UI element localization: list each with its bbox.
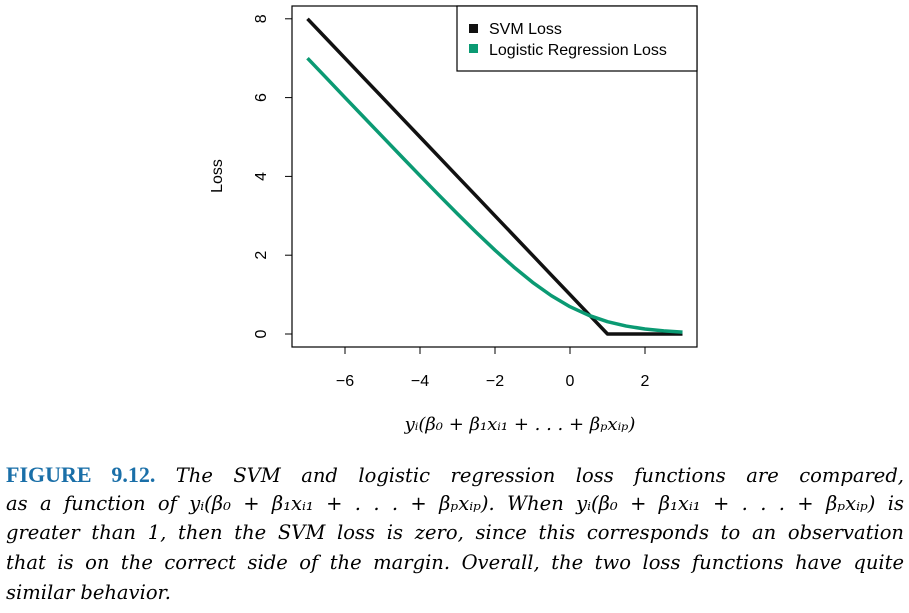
- x-axis-label: yᵢ(β₀ + β₁xᵢ₁ + . . . + βₚxᵢₚ): [404, 414, 636, 435]
- x-tick-label: −6: [336, 373, 354, 390]
- svm-loss-line: [306, 17, 683, 336]
- x-axis: −6 −4 −2 0 2: [336, 346, 650, 390]
- legend: SVM Loss Logistic Regression Loss: [456, 5, 698, 72]
- x-tick-label: 0: [566, 373, 575, 390]
- y-tick-label: 6: [253, 93, 270, 102]
- series-lines: [306, 17, 683, 336]
- legend-swatch-logistic: [469, 44, 478, 53]
- y-tick-label: 8: [253, 14, 270, 23]
- x-tick-label: −2: [486, 373, 504, 390]
- caption-text-1: The SVM and logistic regression loss fun…: [175, 464, 905, 487]
- caption-line-3: greater than 1, then the SVM loss is zer…: [6, 521, 904, 544]
- y-tick-label: 2: [253, 251, 270, 260]
- caption-line-5: similar behavior.: [6, 581, 171, 604]
- caption-line-1: FIGURE 9.12. The SVM and logistic regres…: [6, 462, 904, 488]
- y-tick-label: 4: [253, 172, 270, 181]
- loss-chart: −6 −4 −2 0 2 0 2 4 6 8 yᵢ(β₀ + β₁xᵢ₁ + . . . + β…: [209, 5, 698, 435]
- legend-swatch-svm: [469, 24, 478, 33]
- y-axis-label: Loss: [209, 159, 226, 193]
- x-tick-label: −4: [411, 373, 429, 390]
- y-axis: 0 2 4 6 8: [253, 14, 293, 338]
- legend-label-logistic: Logistic Regression Loss: [489, 42, 667, 59]
- legend-label-svm: SVM Loss: [489, 21, 562, 38]
- logistic-loss-line: [306, 56, 683, 334]
- x-tick-label: 2: [641, 373, 650, 390]
- caption-line-4: that is on the correct side of the margi…: [6, 551, 904, 574]
- legend-box: [456, 5, 698, 72]
- figure-label: FIGURE 9.12.: [6, 462, 156, 487]
- y-tick-label: 0: [253, 329, 270, 338]
- caption-line-2: as a function of yᵢ(β₀ + β₁xᵢ₁ + . . . +…: [6, 492, 904, 515]
